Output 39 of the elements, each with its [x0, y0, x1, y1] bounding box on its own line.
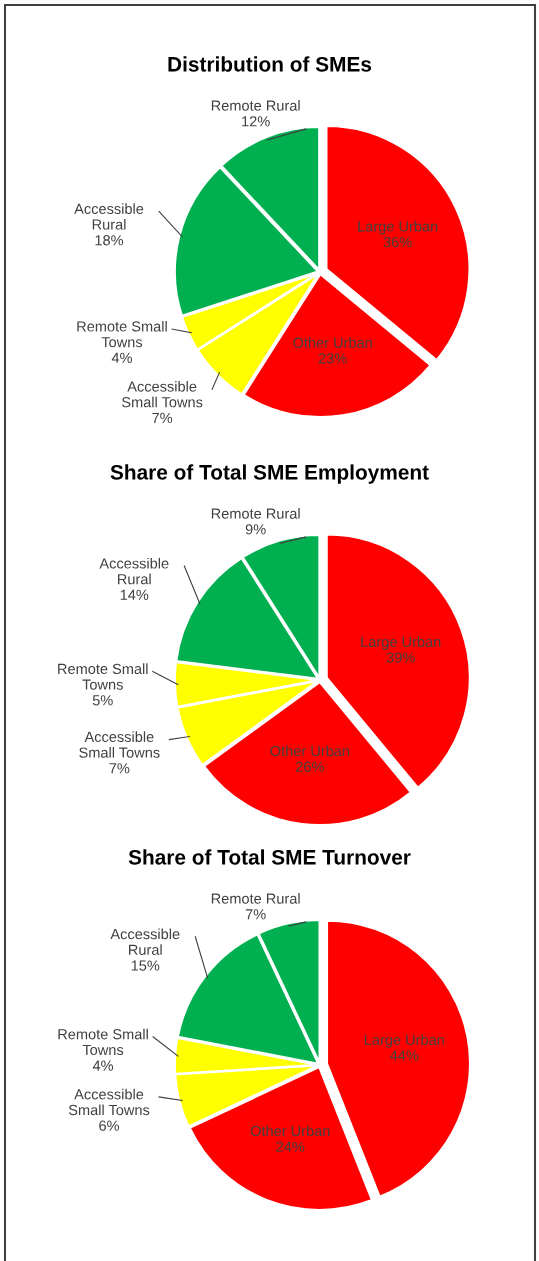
slice-label: Large Urban [364, 1034, 444, 1048]
slice-label: Accessible Rural [99, 557, 169, 585]
slice-label: Remote Small Towns [77, 320, 167, 348]
slice-label: Large Urban [358, 220, 438, 235]
data-label: 36% [383, 236, 412, 248]
data-label: 7% [152, 412, 173, 424]
data-label: 39% [386, 652, 415, 663]
chart-title: Distribution of SMEs [168, 56, 372, 72]
chart-title: Share of Total SME Turnover [128, 849, 411, 865]
slice-label: Remote Rural [211, 508, 300, 519]
slice-label: Other Urban [270, 745, 350, 757]
slice-label: Accessible Small Towns [68, 1088, 150, 1116]
slice-label: Large Urban [361, 636, 441, 650]
data-label: 6% [99, 1120, 120, 1131]
data-label: 12% [242, 116, 270, 127]
data-label: 18% [95, 235, 124, 246]
slice-label: Accessible Rural [110, 928, 180, 955]
slice-label: Accessible Small Towns [121, 380, 203, 408]
slice-label: Remote Rural [211, 893, 300, 904]
data-label: 9% [245, 524, 266, 535]
data-label: 23% [318, 353, 347, 364]
slice-label: Accessible Rural [74, 203, 144, 230]
slice-label: Remote Small Towns [58, 1028, 148, 1056]
data-label: 7% [109, 763, 130, 774]
data-label: 4% [111, 352, 132, 363]
data-label: 14% [120, 589, 149, 600]
data-label: 15% [131, 960, 160, 971]
slice-label: Other Urban [293, 337, 372, 348]
data-label: 4% [92, 1060, 114, 1071]
data-label: 24% [276, 1141, 305, 1152]
slice-label: Remote Rural [211, 100, 300, 111]
slice-label: Accessible Small Towns [79, 731, 160, 758]
data-label: 7% [245, 909, 266, 920]
data-label: 26% [296, 761, 324, 772]
chart-title: Share of Total SME Employment [110, 464, 429, 484]
slice-label: Other Urban [250, 1125, 330, 1137]
data-label: 5% [92, 695, 113, 706]
slice-label: Remote Small Towns [58, 663, 148, 690]
data-label: 44% [390, 1050, 419, 1061]
